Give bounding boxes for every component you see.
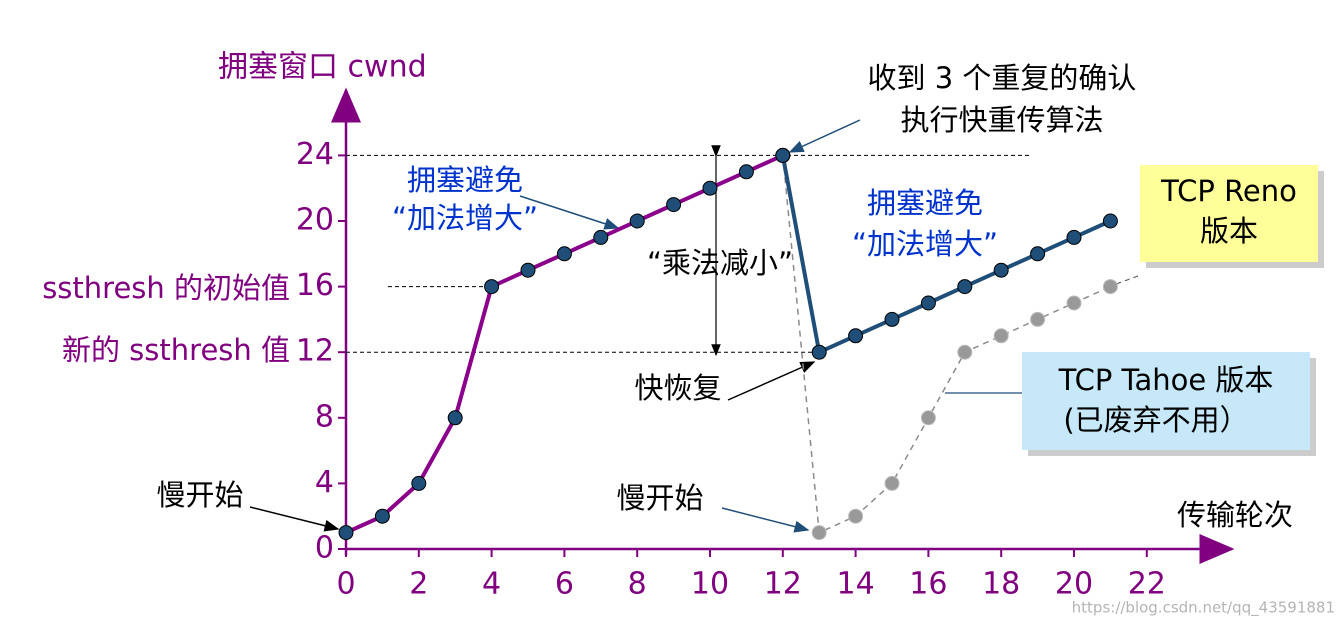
data-point (1102, 279, 1118, 295)
annotation: “加法增大” (852, 227, 998, 261)
data-point (411, 475, 427, 491)
y-tick-label: 24 (296, 137, 334, 172)
arrow (249, 506, 340, 532)
data-point (811, 525, 827, 541)
data-point (884, 475, 900, 491)
data-point (848, 508, 864, 524)
annotation: 新的 ssthresh 值 (62, 333, 290, 367)
x-tick-label: 2 (409, 567, 428, 602)
data-point (920, 410, 936, 426)
data-point (884, 311, 900, 327)
data-point (484, 279, 500, 295)
x-tick-label: 8 (628, 567, 647, 602)
data-point (447, 410, 463, 426)
x-tick-label: 4 (482, 567, 501, 602)
tahoe-label: TCP Tahoe 版本 (1058, 363, 1274, 397)
x-tick-label: 18 (982, 567, 1020, 602)
annotation: 慢开始 (156, 478, 243, 512)
series-line (782, 155, 1111, 534)
data-point (811, 344, 827, 360)
x-tick-label: 10 (691, 567, 729, 602)
x-tick-label: 20 (1055, 567, 1093, 602)
data-point (374, 508, 390, 524)
arrow (721, 507, 810, 533)
data-point (702, 180, 718, 196)
annotation: 拥塞避免 (867, 186, 983, 220)
arrow (519, 195, 620, 230)
data-point (520, 262, 536, 278)
annotation: 收到 3 个重复的确认 (868, 61, 1137, 95)
y-tick-label: 16 (296, 268, 334, 303)
series-line (780, 155, 1112, 356)
data-point (848, 328, 864, 344)
annotation: “加法增大” (392, 201, 538, 235)
x-tick-label: 6 (555, 567, 574, 602)
arrow (727, 361, 816, 401)
tahoe-box (1022, 352, 1310, 450)
data-point (593, 229, 609, 245)
x-tick-label: 14 (837, 567, 875, 602)
x-tick-label: 22 (1128, 567, 1166, 602)
reno-label: TCP Reno (1160, 174, 1297, 208)
data-point (993, 328, 1009, 344)
data-point (1102, 213, 1118, 229)
annotation: ssthresh 的初始值 (42, 271, 290, 305)
y-tick-label: 4 (315, 465, 334, 500)
watermark: https://blog.csdn.net/qq_43591881 (1072, 599, 1335, 618)
x-axis-label: 传输轮次 (1177, 498, 1293, 532)
x-tick-label: 16 (909, 567, 947, 602)
annotation: 快恢复 (634, 371, 721, 405)
y-tick-label: 12 (296, 334, 334, 369)
annotation: 慢开始 (616, 481, 703, 515)
data-point (629, 213, 645, 229)
x-tick-label: 0 (336, 567, 355, 602)
data-point (666, 197, 682, 213)
data-point (993, 262, 1009, 278)
annotation: 执行快重传算法 (900, 103, 1103, 137)
tahoe-label: (已废弃不用） (1063, 403, 1248, 437)
data-point (1030, 246, 1046, 262)
x-tick-label: 12 (764, 567, 802, 602)
y-axis-label: 拥塞窗口 cwnd (218, 50, 427, 85)
data-point (957, 344, 973, 360)
y-tick-label: 8 (315, 399, 334, 434)
data-point (556, 246, 572, 262)
data-point (1030, 311, 1046, 327)
annotation: “乘法减小” (647, 246, 793, 280)
data-point (738, 164, 754, 180)
annotation: 拥塞避免 (407, 163, 523, 197)
data-point (957, 279, 973, 295)
data-point (920, 295, 936, 311)
reno-box (1140, 165, 1318, 262)
y-tick-label: 0 (315, 531, 334, 566)
reno-label: 版本 (1200, 214, 1258, 248)
arrow (788, 119, 861, 153)
data-point (1066, 295, 1082, 311)
y-tick-label: 20 (296, 203, 334, 238)
data-point (1066, 229, 1082, 245)
data-point (775, 147, 791, 163)
data-point (338, 525, 354, 541)
